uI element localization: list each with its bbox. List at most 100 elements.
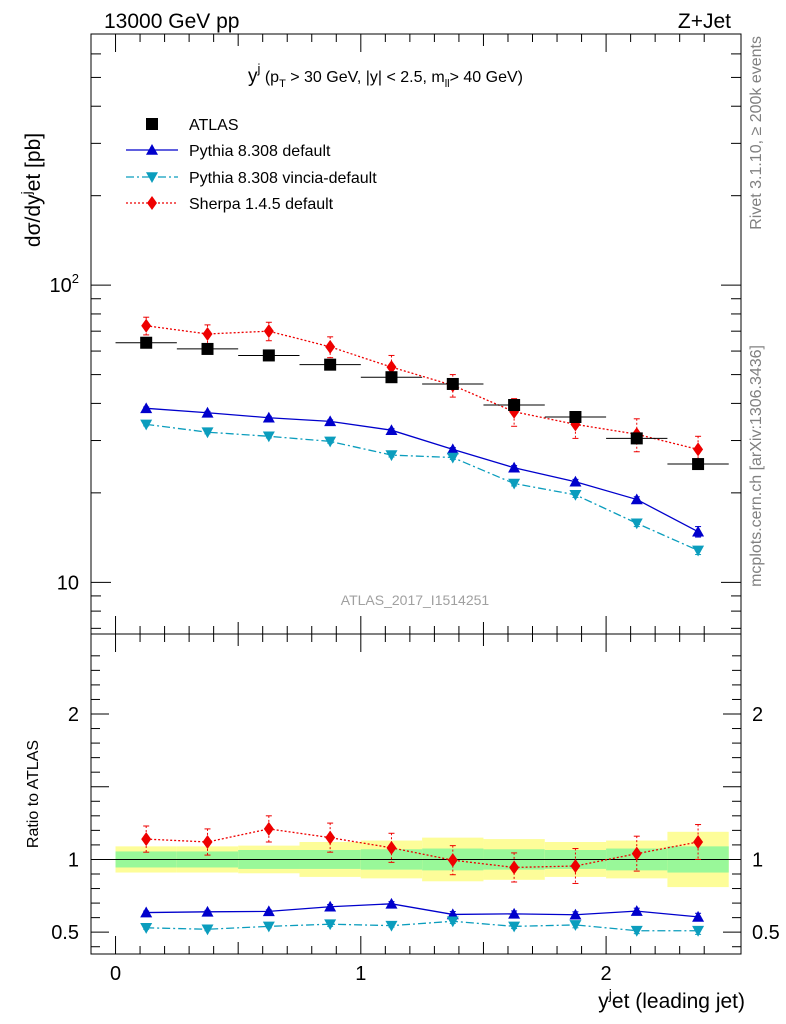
data-point xyxy=(569,920,582,931)
data-point xyxy=(570,859,581,873)
ratio-y-tick-label: 1 xyxy=(68,849,79,871)
series-pythia-8-308-default xyxy=(140,402,705,538)
data-point xyxy=(385,450,398,462)
y-tick-label: 10 xyxy=(57,572,79,594)
series-line xyxy=(146,828,699,869)
data-point xyxy=(692,545,705,557)
ratio-y-tick-label: 2 xyxy=(752,704,763,726)
ratio-y-tick-label: 0.5 xyxy=(51,922,79,944)
data-point xyxy=(508,399,521,412)
data-point xyxy=(201,905,214,917)
data-point xyxy=(385,424,398,435)
data-point xyxy=(324,358,337,371)
series-sherpa-1-4-5-default xyxy=(141,316,704,465)
data-point xyxy=(446,452,459,464)
data-point xyxy=(386,840,397,855)
x-tick-label: 2 xyxy=(601,963,612,985)
series-line xyxy=(146,920,699,932)
data-point xyxy=(140,336,153,349)
svg-text:yjet (leading jet): yjet (leading jet) xyxy=(598,986,745,1013)
legend-item: ATLAS xyxy=(146,117,239,134)
x-axis-title: yjet (leading jet) xyxy=(598,986,745,1013)
data-point xyxy=(630,432,643,445)
data-point xyxy=(324,436,337,448)
data-point xyxy=(692,458,705,471)
x-tick-label: 1 xyxy=(355,963,366,985)
legend: ATLAS Pythia 8.308 default Pythia 8.308 vi… xyxy=(126,117,377,213)
legend-marker xyxy=(146,118,158,130)
data-point xyxy=(630,925,643,937)
data-point xyxy=(693,835,704,849)
x-tick-label: 0 xyxy=(110,963,121,985)
ratio-y-tick-label: 0.5 xyxy=(752,922,780,944)
data-point xyxy=(692,525,705,537)
data-point xyxy=(692,910,705,922)
data-point xyxy=(140,419,153,431)
main-title: yj (pT > 30 GeV, |y| < 2.5, mll> 40 GeV) xyxy=(248,61,523,90)
analysis-watermark: ATLAS_2017_I1514251 xyxy=(341,592,490,608)
legend-marker xyxy=(147,196,157,210)
data-point xyxy=(630,493,643,505)
data-point xyxy=(446,916,459,928)
data-point xyxy=(140,923,153,934)
mcplots-label: mcplots.cern.ch [arXiv:1306.3436] xyxy=(748,345,765,587)
legend-item: Pythia 8.308 default xyxy=(126,143,331,160)
data-point xyxy=(140,402,153,414)
ratio-y-axis-title: Ratio to ATLAS xyxy=(25,740,42,848)
data-point xyxy=(508,907,521,919)
ratio-panel: 0.5 0.5 1 1 2 2 0 1 2 xyxy=(51,634,780,985)
ratio-y-tick-label: 1 xyxy=(752,849,763,871)
data-point xyxy=(508,921,521,933)
data-point xyxy=(324,919,337,931)
series-line xyxy=(146,423,699,552)
series-pythia-8-308-vincia-default xyxy=(140,916,705,937)
data-point xyxy=(386,360,397,375)
data-point xyxy=(446,443,459,455)
main-y-axis-title: dσ/dyjet [pb] xyxy=(18,133,45,247)
data-point xyxy=(385,920,398,932)
data-point xyxy=(201,342,214,355)
data-point xyxy=(324,415,337,427)
data-point xyxy=(263,821,274,836)
svg-text:dσ/dyjet [pb]: dσ/dyjet [pb] xyxy=(18,133,45,247)
data-point xyxy=(262,905,275,917)
data-point xyxy=(262,921,275,933)
data-point xyxy=(141,318,152,333)
energy-label: 13000 GeV pp xyxy=(104,10,239,33)
legend-label: Pythia 8.308 vincia-default xyxy=(189,170,377,187)
legend-label: Pythia 8.308 default xyxy=(189,143,331,160)
data-point xyxy=(141,832,152,847)
data-point xyxy=(201,924,214,936)
data-point xyxy=(201,427,214,439)
data-point xyxy=(569,908,582,920)
data-point xyxy=(325,339,336,354)
data-point xyxy=(569,475,582,487)
data-point xyxy=(262,431,275,443)
data-point xyxy=(262,349,275,362)
series-atlas xyxy=(115,336,729,471)
data-point xyxy=(509,860,520,875)
data-point xyxy=(631,846,642,861)
series-line xyxy=(146,407,699,533)
main-title-text: yj (pT > 30 GeV, |y| < 2.5, mll> 40 GeV) xyxy=(248,61,523,90)
y-tick-label: 102 xyxy=(50,271,79,297)
legend-marker xyxy=(146,144,158,155)
main-panel: 10 102 xyxy=(50,33,741,634)
legend-label: ATLAS xyxy=(189,117,239,134)
ratio-frame xyxy=(90,633,742,955)
series-line xyxy=(146,903,699,918)
series-pythia-8-308-default xyxy=(140,897,705,922)
data-point xyxy=(693,442,704,457)
data-point xyxy=(446,377,459,390)
data-point xyxy=(692,925,705,937)
rivet-label: Rivet 3.1.10, ≥ 200k events xyxy=(748,36,765,230)
data-point xyxy=(325,830,336,845)
data-point xyxy=(201,406,214,418)
data-point xyxy=(508,461,521,473)
data-point xyxy=(385,371,398,384)
data-point xyxy=(262,411,275,423)
ratio-y-tick-label: 2 xyxy=(68,704,79,726)
data-point xyxy=(324,900,337,912)
legend-item: Sherpa 1.4.5 default xyxy=(126,196,334,213)
